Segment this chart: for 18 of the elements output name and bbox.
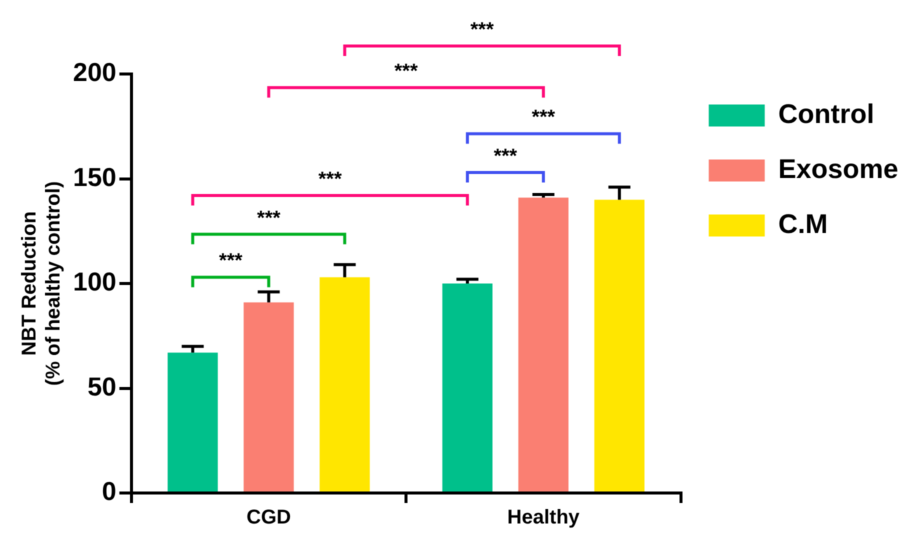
legend-label: Control xyxy=(778,98,874,129)
annotation: *** xyxy=(494,145,518,168)
legend-label: C.M xyxy=(778,208,828,239)
annotation: *** xyxy=(318,168,342,191)
y-tick-label: 0 xyxy=(102,476,116,506)
legend-label: Exosome xyxy=(778,154,898,184)
y-tick-label: 100 xyxy=(72,266,116,297)
annotation: *** xyxy=(532,106,556,129)
annotation: *** xyxy=(257,207,281,230)
x-tick-label: CGD xyxy=(246,506,291,529)
y-tick-label: 200 xyxy=(72,57,116,88)
x-tick-label: Healthy xyxy=(507,506,580,529)
y-axis-title: NBT Reduction (% of healthy control) xyxy=(18,181,65,386)
y-tick-label: 50 xyxy=(87,371,116,402)
text: *** xyxy=(470,19,494,41)
annotation: *** xyxy=(394,60,418,83)
annotation: *** xyxy=(219,250,243,272)
y-tick-label: 150 xyxy=(72,162,116,192)
